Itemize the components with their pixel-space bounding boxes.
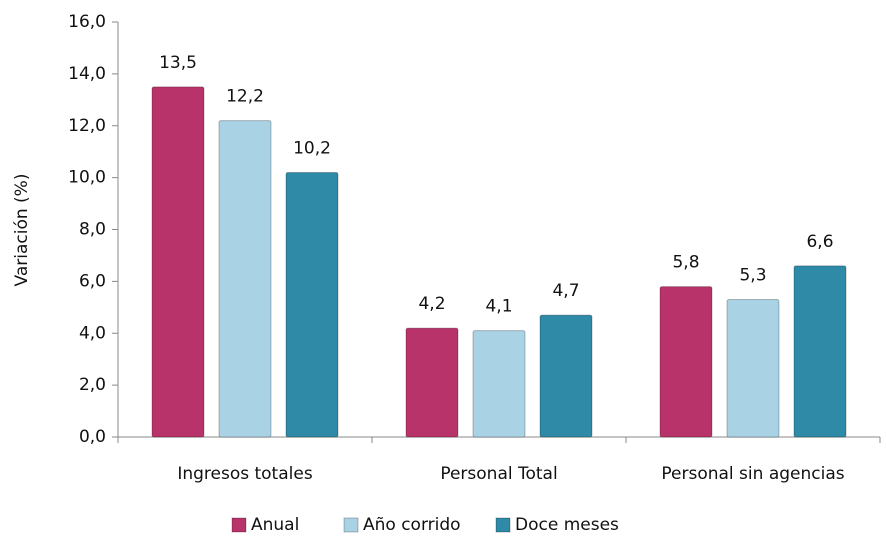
bar: [405, 327, 459, 438]
bar: [539, 314, 593, 438]
y-tick-label: 10,0: [68, 168, 106, 188]
value-label: 13,5: [159, 53, 197, 73]
y-tick-label: 2,0: [79, 375, 106, 395]
y-tick-label: 4,0: [79, 323, 106, 343]
legend-label: Doce meses: [515, 515, 619, 535]
legend-label: Anual: [251, 515, 299, 535]
y-tick-label: 12,0: [68, 116, 106, 136]
x-tick-label: Personal sin agencias: [661, 464, 844, 484]
value-label: 12,2: [226, 87, 264, 107]
legend-swatch: [231, 517, 247, 533]
y-tick-label: 8,0: [79, 220, 106, 240]
bar: [793, 265, 847, 438]
value-label: 4,2: [418, 294, 445, 314]
bar: [151, 86, 205, 438]
value-label: 4,1: [485, 297, 512, 317]
bar: [472, 330, 526, 438]
y-axis-label: Variación (%): [12, 174, 32, 287]
y-tick-label: 16,0: [68, 12, 106, 32]
bar: [218, 120, 272, 438]
legend-swatch: [495, 517, 511, 533]
y-tick-label: 0,0: [79, 427, 106, 447]
bar: [726, 299, 780, 438]
value-label: 10,2: [293, 138, 331, 158]
value-label: 5,8: [672, 253, 699, 273]
x-tick-label: Ingresos totales: [177, 464, 313, 484]
value-label: 5,3: [739, 266, 766, 286]
legend-swatch: [343, 517, 359, 533]
y-tick-label: 6,0: [79, 271, 106, 291]
value-label: 6,6: [806, 232, 833, 252]
legend-label: Año corrido: [363, 515, 461, 535]
y-tick-label: 14,0: [68, 64, 106, 84]
value-label: 4,7: [552, 281, 579, 301]
x-tick-label: Personal Total: [440, 464, 557, 484]
bar: [285, 171, 339, 438]
bar: [659, 286, 713, 438]
